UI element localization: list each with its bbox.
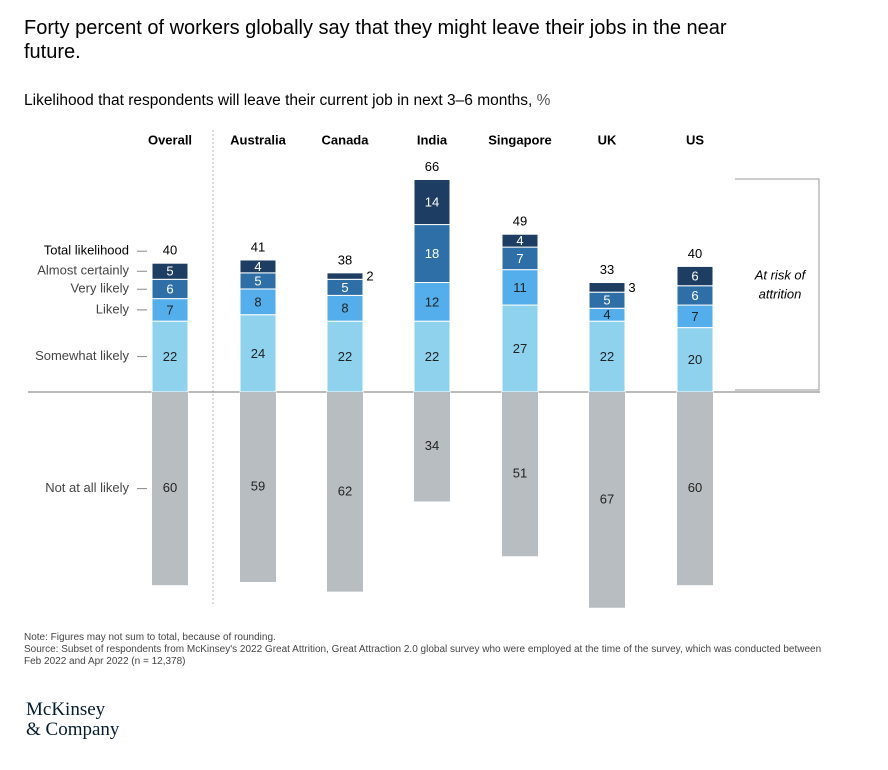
bar-segment bbox=[413, 178, 451, 226]
bar-segment bbox=[151, 262, 189, 280]
segment-label: 24 bbox=[251, 346, 265, 361]
bar-segment bbox=[501, 304, 539, 393]
bar-segment bbox=[588, 282, 626, 293]
segment-label: 22 bbox=[425, 349, 439, 364]
segment-label: 59 bbox=[251, 478, 265, 493]
bar-segment bbox=[240, 392, 276, 582]
legend-label: Somewhat likely bbox=[35, 348, 129, 363]
segment-label: 5 bbox=[166, 264, 173, 279]
total-label: 41 bbox=[251, 239, 265, 254]
chart: At risk of attrition Overall227654060Aus… bbox=[28, 130, 820, 608]
bar-segment bbox=[676, 265, 714, 287]
chart-subtitle: Likelihood that respondents will leave t… bbox=[24, 92, 550, 110]
segment-label: 3 bbox=[628, 280, 635, 295]
bar-segment bbox=[152, 392, 188, 586]
segment-label: 60 bbox=[688, 480, 702, 495]
segment-label: 7 bbox=[691, 309, 698, 324]
segment-label: 22 bbox=[163, 349, 177, 364]
chart-title: Forty percent of workers globally say th… bbox=[24, 17, 727, 63]
segment-label: 6 bbox=[691, 288, 698, 303]
segment-label: 6 bbox=[166, 281, 173, 296]
legend-label: Likely bbox=[96, 301, 130, 316]
segment-label: 60 bbox=[163, 480, 177, 495]
logo: McKinsey & Company bbox=[26, 700, 119, 740]
segment-label: 51 bbox=[513, 466, 527, 481]
note: Note: Figures may not sum to total, beca… bbox=[24, 632, 276, 643]
total-label: 66 bbox=[425, 159, 439, 174]
segment-label: 7 bbox=[166, 302, 173, 317]
bar-segment bbox=[676, 327, 714, 393]
segment-label: 22 bbox=[338, 349, 352, 364]
bar-segment bbox=[327, 392, 363, 592]
segment-label: 62 bbox=[338, 483, 352, 498]
logo-line: McKinsey bbox=[26, 699, 106, 720]
segment-label: 4 bbox=[516, 233, 523, 248]
segment-label: 14 bbox=[425, 194, 439, 209]
source: Source: Subset of respondents from McKin… bbox=[24, 644, 822, 667]
total-label: 33 bbox=[600, 262, 614, 277]
segment-label: 5 bbox=[341, 280, 348, 295]
bracket bbox=[735, 178, 820, 391]
logo-line: & Company bbox=[26, 719, 120, 740]
segment-label: 2 bbox=[366, 269, 373, 284]
bar-segment bbox=[588, 320, 626, 393]
segment-label: 5 bbox=[254, 273, 261, 288]
bar-segment bbox=[414, 392, 450, 502]
bar-segment bbox=[326, 272, 364, 280]
total-label: 49 bbox=[513, 214, 527, 229]
segment-label: 12 bbox=[425, 294, 439, 309]
segment-label: 4 bbox=[254, 259, 261, 274]
segment-label: 5 bbox=[603, 293, 610, 308]
subtitle-unit: % bbox=[536, 92, 551, 109]
category-label: Canada bbox=[322, 132, 370, 147]
segment-label: 27 bbox=[513, 341, 527, 356]
category-label: UK bbox=[598, 132, 617, 147]
legend-label: Almost certainly bbox=[37, 263, 129, 278]
total-label: 40 bbox=[688, 246, 702, 261]
category-label: India bbox=[417, 132, 448, 147]
total-label: 40 bbox=[163, 243, 177, 258]
segment-label: 11 bbox=[513, 280, 527, 295]
category-label: US bbox=[686, 132, 704, 147]
segment-label: 7 bbox=[516, 251, 523, 266]
segment-label: 8 bbox=[341, 301, 348, 316]
segment-label: 18 bbox=[425, 246, 439, 261]
segment-label: 20 bbox=[688, 352, 702, 367]
annotation: At risk of bbox=[754, 267, 807, 282]
segment-label: 22 bbox=[600, 349, 614, 364]
segment-label: 6 bbox=[691, 269, 698, 284]
legend-label: Total likelihood bbox=[44, 243, 129, 258]
bar-segment bbox=[326, 320, 364, 393]
segment-label: 8 bbox=[254, 294, 261, 309]
bar-segment bbox=[413, 320, 451, 393]
category-label: Overall bbox=[148, 132, 192, 147]
legend-label: Very likely bbox=[70, 281, 129, 296]
bar-segment bbox=[413, 224, 451, 284]
legend-label: Not at all likely bbox=[45, 480, 129, 495]
subtitle-text: Likelihood that respondents will leave t… bbox=[24, 92, 533, 109]
segment-label: 67 bbox=[600, 491, 614, 506]
category-label: Australia bbox=[230, 132, 286, 147]
bar-segment bbox=[239, 259, 277, 274]
bar-segment bbox=[677, 392, 713, 586]
bar-segment bbox=[501, 269, 539, 306]
footnotes: Note: Figures may not sum to total, beca… bbox=[24, 632, 834, 668]
bar-segment bbox=[502, 392, 538, 557]
segment-label: 34 bbox=[425, 438, 439, 453]
bar-segment bbox=[413, 282, 451, 322]
bar-segment bbox=[501, 233, 539, 248]
bar-segment bbox=[589, 392, 625, 608]
bar-segment bbox=[239, 288, 277, 316]
total-label: 38 bbox=[338, 252, 352, 267]
category-label: Singapore bbox=[488, 132, 552, 147]
segment-label: 4 bbox=[603, 307, 610, 322]
annotation: attrition bbox=[759, 286, 802, 301]
